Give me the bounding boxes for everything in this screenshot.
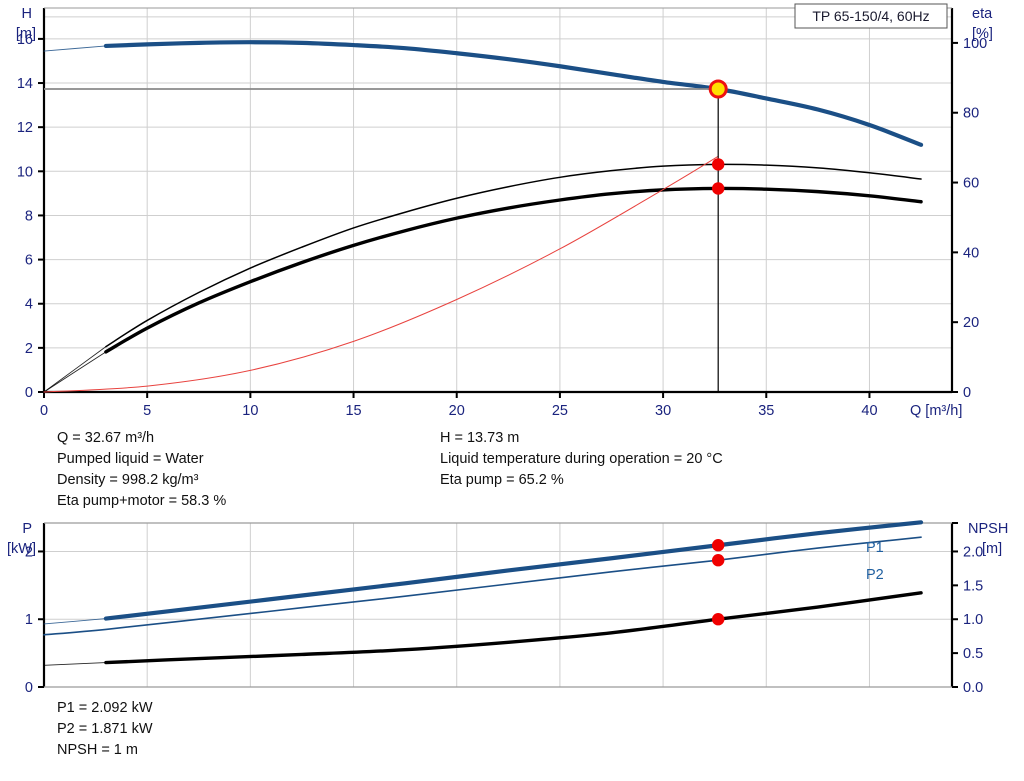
marker-layer [708,79,728,195]
info-pumped-liquid: Pumped liquid = Water [57,451,204,467]
x-tick-label: 25 [552,403,568,419]
power-info: P1 = 2.092 kW P2 = 1.871 kW NPSH = 1 m [57,698,153,761]
curve-prolongation [43,346,107,393]
marker-layer [711,539,725,626]
y-tick-label-left: 1 [25,612,33,628]
y-axis-unit-right: [m] [982,541,1002,557]
y-axis-unit-left: [m] [16,26,36,42]
curve-prolongation [43,45,107,52]
grid-layer [44,8,952,392]
curve-npsh [104,591,923,665]
info-p1: P1 = 2.092 kW [57,700,153,716]
y-tick-label-left: 4 [25,297,33,313]
model-title-box: TP 65-150/4, 60Hz [794,3,948,29]
y-tick-label-left: 14 [17,76,33,92]
y-tick-label-right: 2.0 [963,544,983,560]
curve-prolongation [43,618,107,625]
y-axis-title-right: NPSH [968,521,1008,537]
y-tick-label-left: 2 [25,544,33,560]
y-tick-label-left: 2 [25,341,33,357]
y-tick-label-left: 6 [25,253,33,269]
p1-curve-label: P1 [866,540,884,556]
x-axis-title: Q [m³/h] [910,403,962,419]
x-tick-label: 0 [40,403,48,419]
curve-p2 [43,536,922,636]
info-density: Density = 998.2 kg/m³ [57,472,199,488]
x-tick-label: 40 [861,403,877,419]
axis-layer [38,7,958,398]
npsh-marker [711,613,725,626]
y-tick-label-right: 60 [963,176,979,192]
curve-p1 [103,520,924,621]
model-title-box-frame [794,3,948,29]
y-axis-title-left: P [22,521,32,537]
info-eta-pump-motor: Eta pump+motor = 58.3 % [57,493,227,509]
x-tick-label: 15 [345,403,361,419]
y-tick-label-right: 20 [963,315,979,331]
duty-info-left: Q = 32.67 m³/h Pumped liquid = Water Den… [57,428,226,512]
y-axis-unit-left: [kW] [7,541,36,557]
x-tick-label: 5 [143,403,151,419]
curve-layer [43,520,924,666]
y-tick-label-right: 40 [963,245,979,261]
y-tick-label-right: 100 [963,36,987,52]
eta-pump-motor-marker [711,182,725,195]
y-tick-label-right: 0.5 [963,646,983,662]
info-liquid-temp: Liquid temperature during operation = 20… [440,451,723,467]
info-p2: P2 = 1.871 kW [57,721,153,737]
y-tick-label-left: 12 [17,120,33,136]
y-tick-label-left: 0 [25,680,33,696]
x-tick-label: 10 [242,403,258,419]
x-tick-label: 35 [758,403,774,419]
x-tick-label: 20 [449,403,465,419]
duty-info-right: H = 13.73 m Liquid temperature during op… [440,428,723,491]
y-tick-label-left: 10 [17,164,33,180]
head-efficiency-chart: 0 2 4 6 8 10 12 14 16 0 20 40 60 80 100 0 5 10 15 20 25 30 35 4… [16,3,993,419]
p2-curve-label: P2 [866,567,884,583]
power-npsh-chart: 0 1 2 0.0 0.5 1.0 1.5 2.0 P [kW] NPSH [m] P1 P2 [7,520,1008,696]
y-tick-label-right: 0.0 [963,680,983,696]
p2-marker [711,554,725,567]
info-npsh: NPSH = 1 m [57,742,138,758]
x-tick-label: 30 [655,403,671,419]
curve-layer [43,40,924,393]
curve-eta-pump [105,163,922,348]
y-tick-label-right: 0 [963,385,971,401]
y-axis-unit-right: [%] [972,26,993,42]
info-q: Q = 32.67 m³/h [57,430,155,446]
y-tick-label-right: 1.5 [963,578,983,594]
y-tick-label-left: 0 [25,385,33,401]
curve-system-red-curve [43,155,719,393]
y-tick-label-left: 8 [25,208,33,224]
y-tick-label-left: 16 [17,32,33,48]
curve-h-head-curve- [103,40,924,147]
eta-pump-marker [711,158,725,171]
duty-point-marker[interactable] [708,79,728,99]
info-h: H = 13.73 m [440,430,520,446]
y-axis-title-left: H [22,6,32,22]
curve-prolongation [43,662,107,666]
axis-layer [38,522,958,688]
duty-guides [44,88,719,392]
curve-prolongation [43,351,107,393]
y-axis-title-right: eta [972,6,993,22]
y-tick-label-right: 80 [963,106,979,122]
y-tick-label-right: 1.0 [963,612,983,628]
info-eta-pump: Eta pump = 65.2 % [440,472,564,488]
p1-marker [711,539,725,552]
curve-eta-pump-motor [104,186,923,354]
model-title-label: TP 65-150/4, 60Hz [812,8,929,24]
